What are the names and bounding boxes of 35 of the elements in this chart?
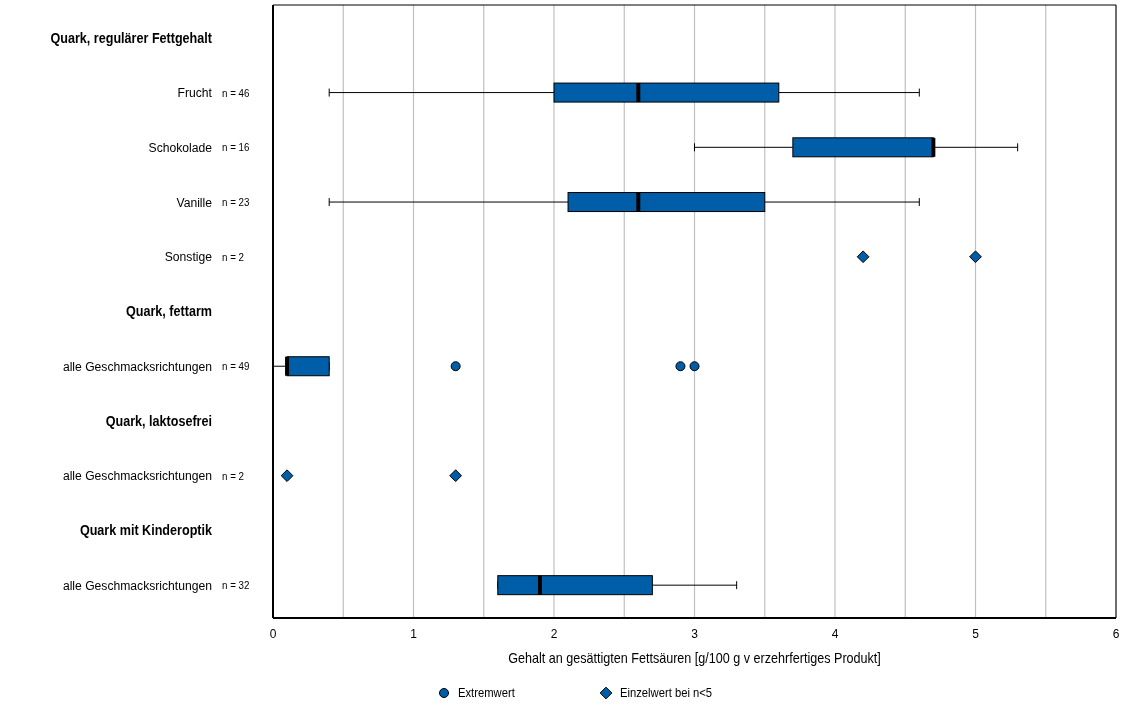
point (450, 361, 461, 372)
legend-label: Einzelwert bei n<5 (620, 685, 713, 701)
y-tick-label: Vanille (176, 194, 212, 210)
y2-tick-label: n = 49 (222, 359, 250, 373)
x-axis-title: Gehalt an gesättigten Fettsäuren [g/100 g v erzehrfertiges Produkt] (508, 650, 881, 667)
y-tick-label: alle Geschmacksrichtungen (62, 467, 212, 484)
x-tick-label: 1 (410, 627, 418, 641)
y2-tick-label: n = 2 (222, 468, 245, 482)
y-tick-label: Quark, fettarm (126, 303, 212, 320)
point (280, 469, 294, 483)
y2-tick-label: n = 16 (222, 140, 250, 154)
x-tick-label: 6 (1112, 627, 1120, 641)
x-tick-label: 0 (269, 627, 277, 641)
y-tick-label: Quark mit Kinderoptik (79, 522, 213, 539)
y-tick-label: Schokolade (148, 139, 212, 156)
point (675, 361, 686, 372)
y-tick-label: alle Geschmacksrichtungen (62, 358, 212, 375)
y2-tick-label: n = 32 (222, 578, 250, 592)
x-tick-label: 4 (831, 627, 839, 641)
point (689, 361, 700, 372)
point (856, 250, 870, 264)
y-tick-label: Sonstige (164, 248, 212, 265)
y-tick-label: Frucht (177, 84, 213, 101)
y2-tick-label: n = 23 (222, 195, 250, 209)
x-tick-label: 2 (550, 627, 558, 641)
y-tick-label: alle Geschmacksrichtungen (62, 577, 212, 594)
y-tick-label: Quark, regulärer Fettgehalt (50, 30, 213, 46)
y2-tick-label: n = 2 (222, 250, 245, 263)
x-tick-label: 3 (691, 627, 699, 641)
y2-tick-label: n = 46 (222, 85, 250, 99)
point (449, 469, 462, 483)
x-tick-label: 5 (972, 627, 980, 641)
legend-label: Extremwert (458, 685, 516, 701)
point (969, 250, 982, 264)
y-tick-label: Quark, laktosefrei (105, 413, 212, 430)
